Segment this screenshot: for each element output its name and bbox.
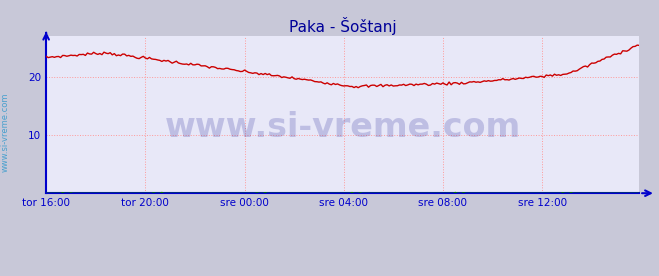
Text: www.si-vreme.com: www.si-vreme.com bbox=[165, 111, 521, 144]
Text: www.si-vreme.com: www.si-vreme.com bbox=[1, 93, 10, 172]
Title: Paka - Šoštanj: Paka - Šoštanj bbox=[289, 17, 397, 35]
